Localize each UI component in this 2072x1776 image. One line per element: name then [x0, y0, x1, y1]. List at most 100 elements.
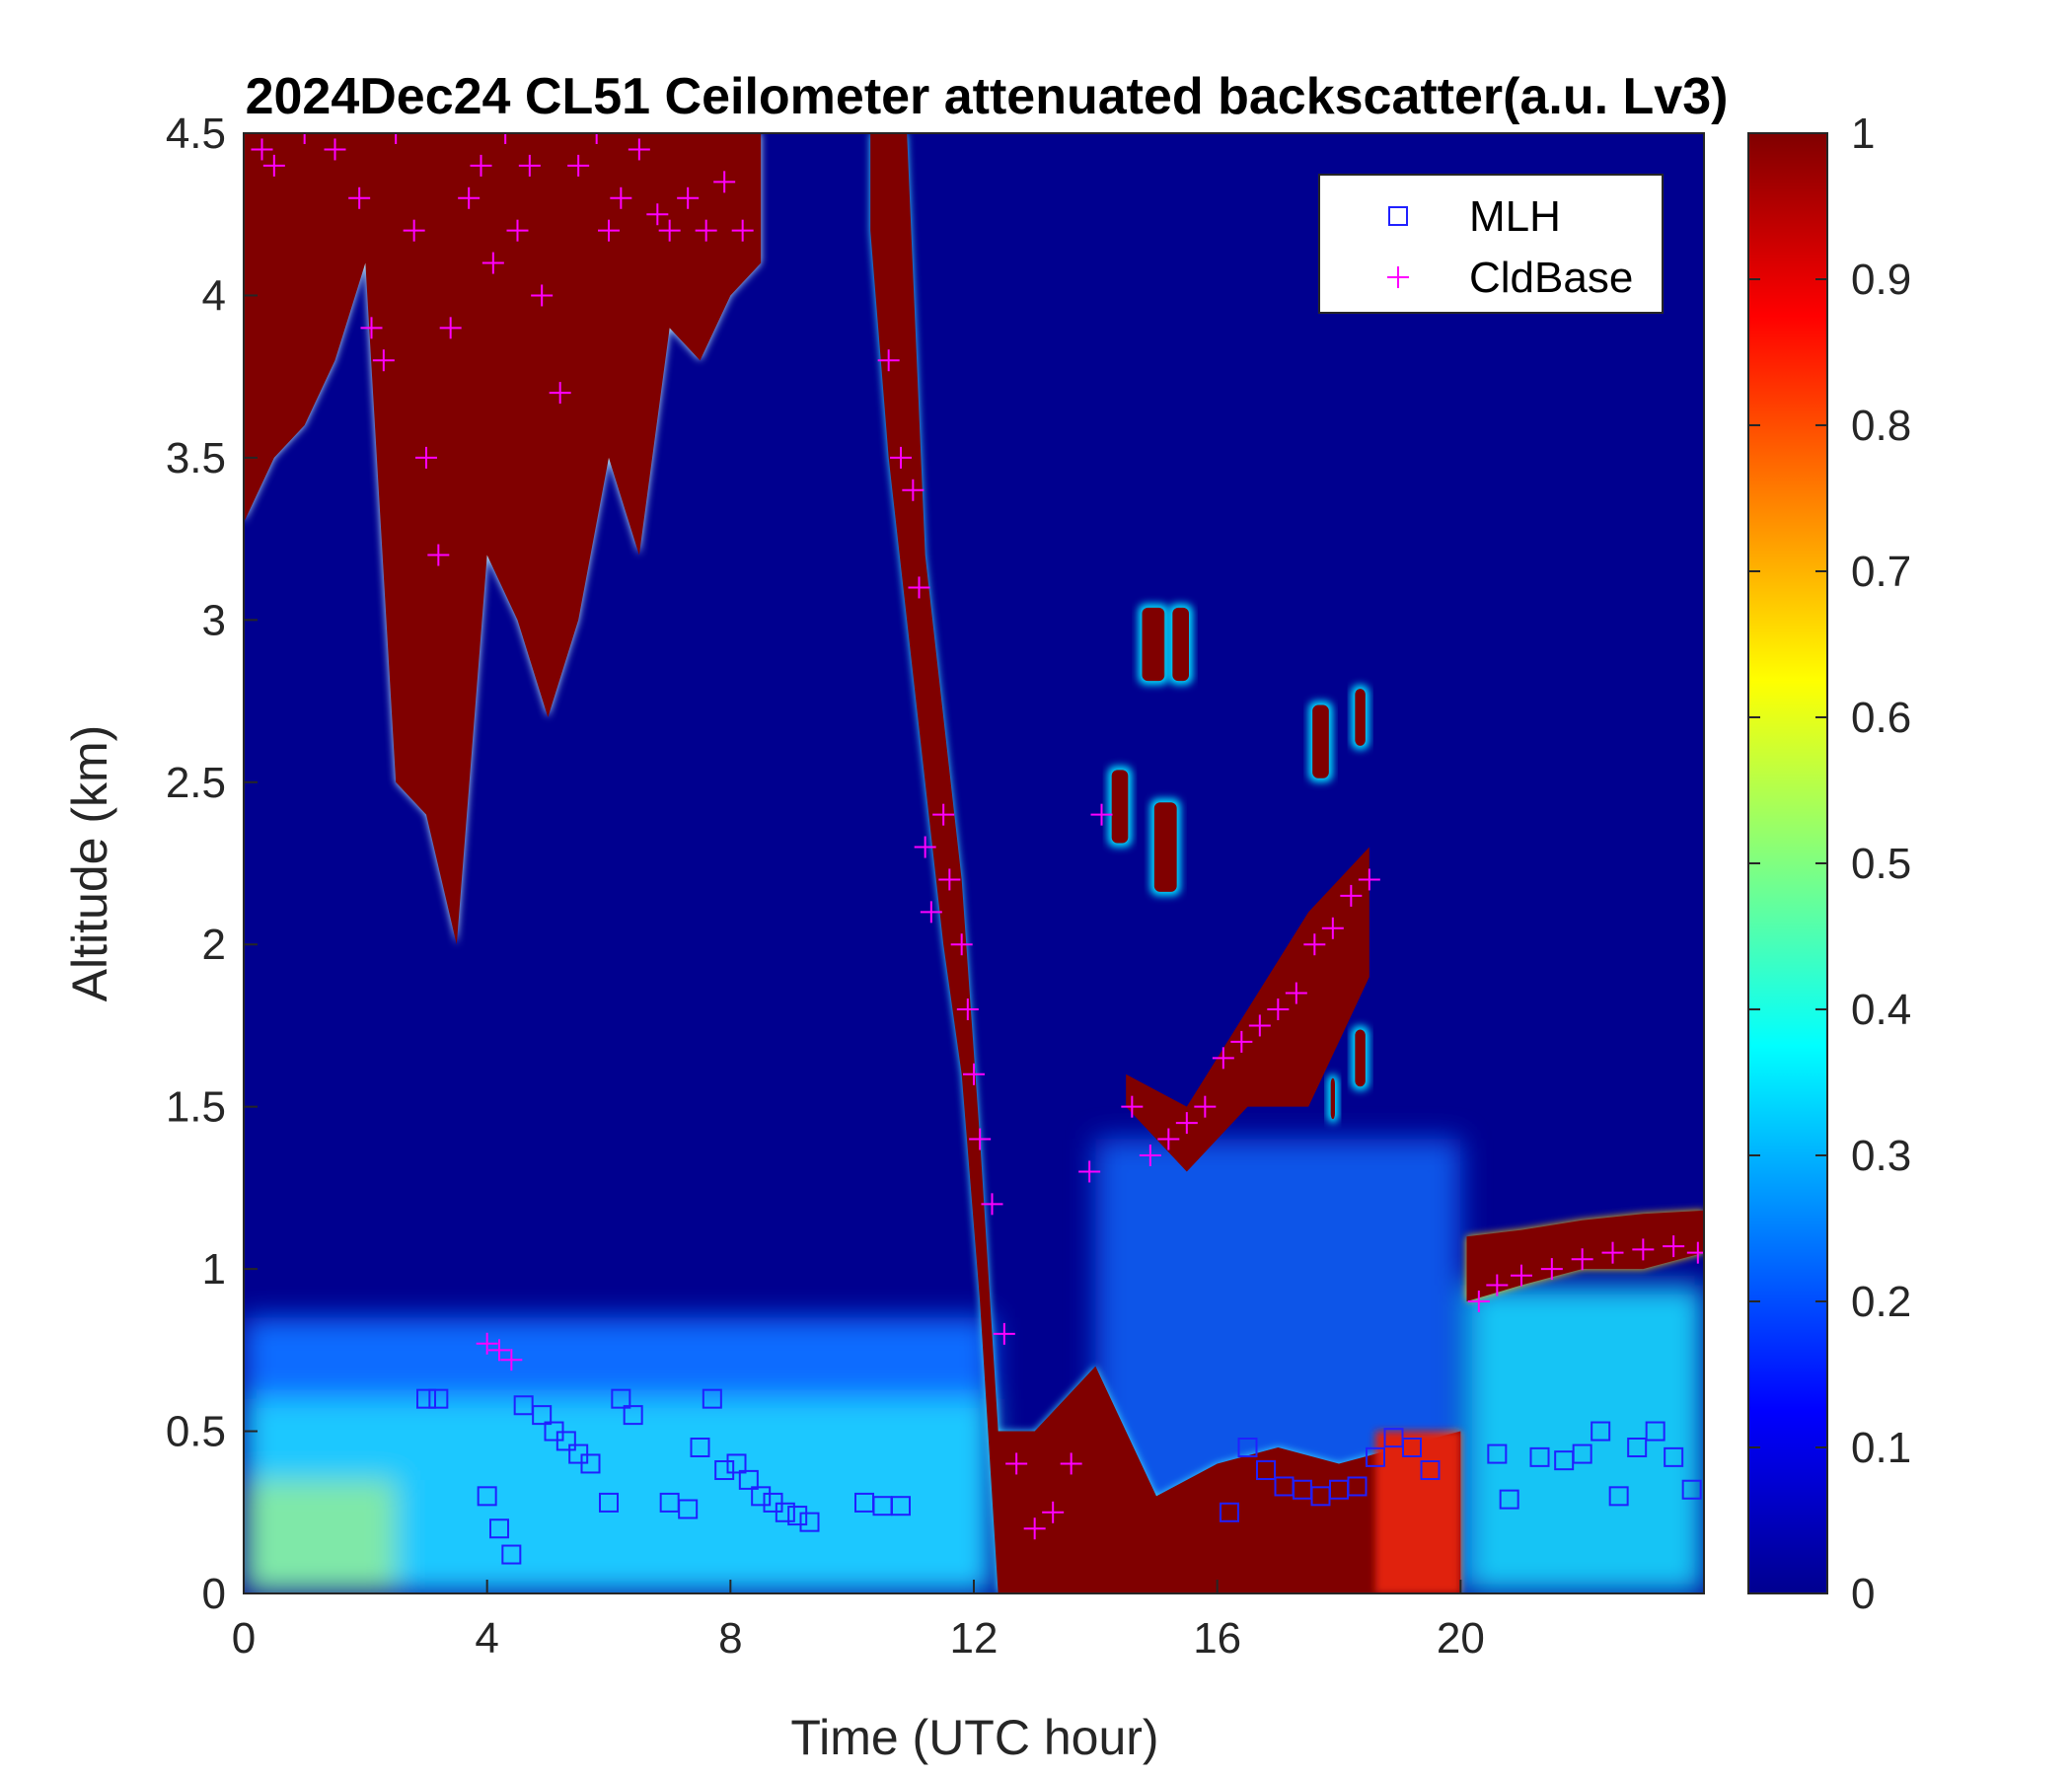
- cldbase-marker: [908, 576, 930, 599]
- cldbase-marker: [610, 186, 632, 209]
- cldbase-marker: [1175, 1112, 1198, 1135]
- cldbase-marker: [956, 999, 979, 1020]
- chart-title: 2024Dec24 CL51 Ceilometer attenuated bac…: [246, 68, 1729, 125]
- mlh-marker: [555, 1431, 576, 1451]
- cldbase-marker: [646, 203, 669, 226]
- cldbase-marker: [372, 349, 395, 372]
- mlh-marker: [714, 1460, 735, 1481]
- cldbase-marker: [427, 544, 450, 566]
- cloud-patch: [1153, 802, 1177, 892]
- cldbase-marker: [914, 836, 936, 858]
- cldbase-marker: [360, 317, 383, 339]
- cldbase-marker: [969, 1128, 992, 1150]
- cldbase-marker: [1601, 1241, 1624, 1264]
- y-tick-label: 3: [202, 596, 226, 644]
- cldbase-marker: [1212, 1047, 1234, 1070]
- cldbase-marker: [920, 901, 942, 924]
- cldbase-marker: [902, 479, 925, 501]
- mlh-marker: [1664, 1446, 1684, 1467]
- cldbase-marker: [1686, 1241, 1704, 1264]
- colorbar-tick-label: 0: [1851, 1570, 1875, 1618]
- mlh-marker: [678, 1499, 699, 1519]
- cldbase-marker: [1090, 803, 1113, 826]
- cldbase-marker: [1321, 917, 1344, 939]
- cldbase-marker: [1060, 1452, 1082, 1475]
- colorbar-tick-label: 0.3: [1851, 1132, 1911, 1180]
- x-tick-label: 12: [950, 1614, 999, 1663]
- y-tick-label: 2.5: [166, 759, 226, 807]
- cldbase-marker: [439, 317, 462, 339]
- colorbar-tick-label: 0.2: [1851, 1278, 1911, 1326]
- cldbase-marker: [403, 219, 425, 242]
- x-tick-label: 0: [232, 1614, 256, 1663]
- cloud-patch: [1142, 607, 1165, 682]
- cldbase-marker: [470, 154, 492, 177]
- y-tick-label: 4: [202, 271, 226, 320]
- y-tick-label: 1: [202, 1245, 226, 1294]
- mlh-marker: [1681, 1479, 1702, 1500]
- legend-box: [1318, 174, 1664, 314]
- legend-cldbase-symbol: [1387, 266, 1409, 288]
- heatmap-plot-area: [244, 133, 1704, 1593]
- cldbase-marker: [1285, 982, 1307, 1004]
- mlh-marker: [489, 1518, 509, 1539]
- cldbase-marker: [677, 186, 700, 209]
- mlh-marker: [623, 1405, 643, 1426]
- cloud-patch: [1312, 704, 1329, 778]
- y-tick-label: 0: [202, 1570, 226, 1618]
- cldbase-marker: [981, 1193, 1003, 1216]
- cldbase-marker: [628, 138, 650, 161]
- cldbase-marker: [938, 868, 961, 891]
- colorbar-tick-label: 0.8: [1851, 402, 1911, 450]
- cldbase-marker: [531, 284, 554, 307]
- mlh-marker: [611, 1388, 631, 1409]
- mlh-marker: [599, 1492, 619, 1513]
- cldbase-marker: [585, 133, 608, 144]
- cloud-patch: [1355, 1029, 1366, 1087]
- cldbase-marker: [1023, 1517, 1046, 1540]
- mlh-marker: [1402, 1438, 1422, 1457]
- cldbase-marker: [1194, 1095, 1217, 1118]
- mlh-marker: [799, 1512, 820, 1532]
- cldbase-marker: [1663, 1235, 1685, 1258]
- mlh-marker: [690, 1438, 710, 1457]
- x-tick-label: 8: [718, 1614, 742, 1663]
- cldbase-marker: [1157, 1128, 1180, 1150]
- x-tick-label: 16: [1193, 1614, 1241, 1663]
- colorbar-tick-label: 0.6: [1851, 694, 1911, 742]
- mlh-marker: [1608, 1486, 1629, 1507]
- x-axis: 0 4 8 12 16 20: [232, 1580, 1485, 1663]
- cldbase-marker: [1230, 1030, 1253, 1053]
- mlh-marker: [1572, 1443, 1592, 1464]
- cloud-evening: [1466, 1210, 1704, 1301]
- legend-label: CldBase: [1469, 254, 1633, 302]
- cldbase-marker: [567, 154, 590, 177]
- mlh-marker: [501, 1544, 522, 1565]
- cldbase-marker: [385, 133, 407, 144]
- legend: MLH CldBase: [1318, 174, 1664, 314]
- mlh-marker: [1237, 1438, 1258, 1457]
- mlh-marker: [1366, 1446, 1385, 1467]
- cldbase-marker: [1467, 1291, 1490, 1312]
- cldbase-marker: [1486, 1274, 1509, 1296]
- cloud-patch: [1355, 689, 1366, 746]
- legend-mlh-symbol: [1388, 206, 1408, 226]
- cldbase-marker: [500, 1349, 523, 1371]
- mlh-marker: [477, 1486, 497, 1507]
- mlh-marker: [1347, 1476, 1368, 1497]
- cldbase-marker: [324, 138, 346, 161]
- mlh-marker: [1529, 1446, 1550, 1467]
- colorbar-tick-label: 1: [1851, 110, 1875, 158]
- cldbase-marker: [713, 171, 736, 193]
- mlh-marker: [580, 1453, 601, 1474]
- cldbase-marker: [950, 933, 973, 956]
- mlh-marker: [751, 1486, 772, 1507]
- cloud-patch: [1172, 607, 1189, 682]
- cldbase-marker: [348, 186, 371, 209]
- cldbase-marker: [251, 138, 273, 161]
- cldbase-marker: [518, 154, 541, 177]
- cldbase-marker: [1358, 868, 1380, 891]
- mlh-marker: [1591, 1421, 1611, 1442]
- cldbase-marker: [1139, 1145, 1161, 1166]
- y-tick-label: 0.5: [166, 1408, 226, 1456]
